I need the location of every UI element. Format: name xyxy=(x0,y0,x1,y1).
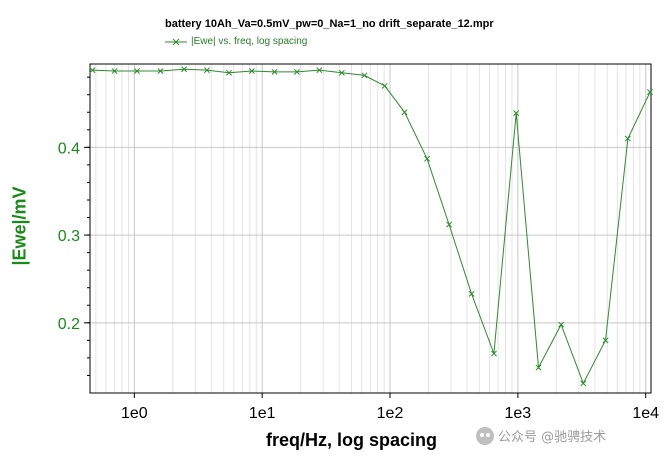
data-point-marker xyxy=(602,337,609,344)
data-point-marker xyxy=(401,109,408,116)
data-point-marker xyxy=(580,380,587,387)
data-point-marker xyxy=(424,155,431,162)
watermark-text: 公众号 @驰骋技术 xyxy=(498,430,607,445)
data-point-marker xyxy=(111,68,118,74)
y-tick-label: 0.2 xyxy=(58,316,80,333)
x-tick-label: 1e0 xyxy=(121,405,148,422)
data-point-marker xyxy=(226,69,232,76)
series-line xyxy=(92,68,651,385)
wechat-icon xyxy=(476,426,494,445)
data-point-marker xyxy=(204,67,210,74)
data-point-marker xyxy=(490,350,497,357)
data-point-marker xyxy=(361,72,368,79)
chart-title: battery 10Ah_Va=0.5mV_pw=0_Na=1_no drift… xyxy=(165,18,494,30)
x-tick-label: 1e3 xyxy=(505,405,532,422)
data-point-marker xyxy=(271,68,278,75)
data-point-marker xyxy=(558,321,565,328)
plot-frame xyxy=(89,63,652,394)
data-point-marker xyxy=(647,89,653,96)
data-point-marker xyxy=(535,364,542,371)
data-point-marker xyxy=(446,221,453,228)
data-point-marker xyxy=(624,135,631,142)
data-point-marker xyxy=(157,68,164,74)
x-tick-label: 1e1 xyxy=(249,405,276,422)
legend: |Ewe| vs. freq, log spacing xyxy=(165,36,307,47)
data-point-marker xyxy=(381,82,388,89)
data-point-marker xyxy=(316,67,323,74)
data-point-marker xyxy=(181,66,188,73)
x-tick-label: 1e2 xyxy=(377,405,404,422)
x-tick-label: 1e4 xyxy=(632,405,659,422)
data-point-marker xyxy=(248,68,255,74)
y-axis-label: |Ewe|/mV xyxy=(9,186,30,266)
data-point-marker xyxy=(134,68,140,74)
x-axis-label: freq/Hz, log spacing xyxy=(266,430,438,450)
y-tick-label: 0.4 xyxy=(58,140,80,157)
legend-marker-icon xyxy=(165,38,187,45)
y-tick-label: 0.3 xyxy=(58,228,80,245)
data-point-marker xyxy=(468,290,475,297)
data-point-marker xyxy=(89,67,96,74)
legend-label: |Ewe| vs. freq, log spacing xyxy=(191,36,308,47)
data-point-marker xyxy=(338,69,345,76)
watermark: 公众号 @驰骋技术 xyxy=(476,426,606,445)
data-point-marker xyxy=(513,110,520,117)
data-point-marker xyxy=(293,68,300,75)
